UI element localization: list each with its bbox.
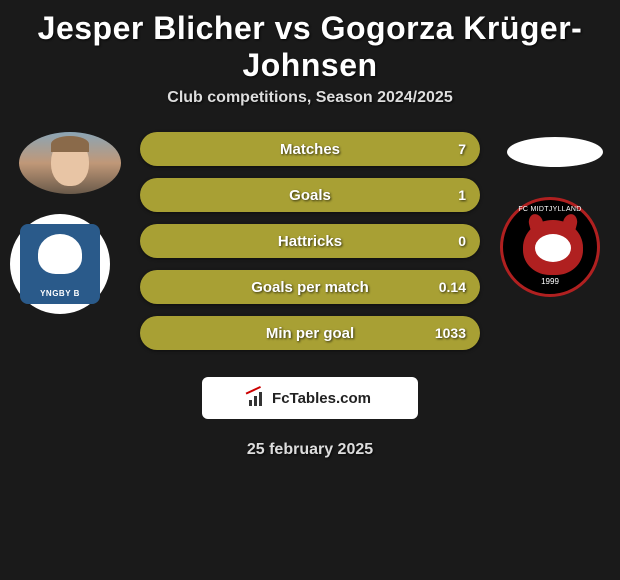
stat-row: Goals1 — [140, 178, 480, 212]
brand-box[interactable]: FcTables.com — [202, 377, 418, 419]
stat-label: Goals — [140, 187, 480, 204]
club-right-year: 1999 — [503, 277, 597, 286]
stat-value-right: 1033 — [435, 325, 466, 341]
club-left-name: YNGBY B — [20, 289, 100, 298]
stat-row: Hattricks0 — [140, 224, 480, 258]
main-area: YNGBY B FC MIDTJYLLAND 1999 Matches7 Goal… — [0, 132, 620, 362]
player-left-avatar — [19, 132, 121, 194]
club-badge-left: YNGBY B — [10, 214, 110, 314]
club-right-name: FC MIDTJYLLAND — [503, 206, 597, 213]
club-badge-right: FC MIDTJYLLAND 1999 — [500, 197, 600, 297]
player-right-avatar — [507, 137, 603, 167]
stat-label: Matches — [140, 141, 480, 158]
stat-row: Goals per match0.14 — [140, 270, 480, 304]
stat-value-right: 1 — [458, 187, 466, 203]
stat-value-right: 0.14 — [439, 279, 466, 295]
stat-row: Min per goal1033 — [140, 316, 480, 350]
right-column: FC MIDTJYLLAND 1999 — [500, 132, 610, 297]
stat-value-right: 7 — [458, 141, 466, 157]
chart-icon — [249, 390, 267, 406]
comparison-card: Jesper Blicher vs Gogorza Krüger-Johnsen… — [0, 0, 620, 459]
subtitle: Club competitions, Season 2024/2025 — [0, 89, 620, 132]
date-text: 25 february 2025 — [0, 441, 620, 459]
stat-row: Matches7 — [140, 132, 480, 166]
stat-label: Min per goal — [140, 325, 480, 342]
stat-label: Hattricks — [140, 233, 480, 250]
left-column: YNGBY B — [10, 132, 130, 314]
stats-list: Matches7Goals1Hattricks0Goals per match0… — [140, 132, 480, 362]
brand-text: FcTables.com — [272, 390, 371, 407]
stat-label: Goals per match — [140, 279, 480, 296]
stat-value-right: 0 — [458, 233, 466, 249]
page-title: Jesper Blicher vs Gogorza Krüger-Johnsen — [0, 0, 620, 89]
